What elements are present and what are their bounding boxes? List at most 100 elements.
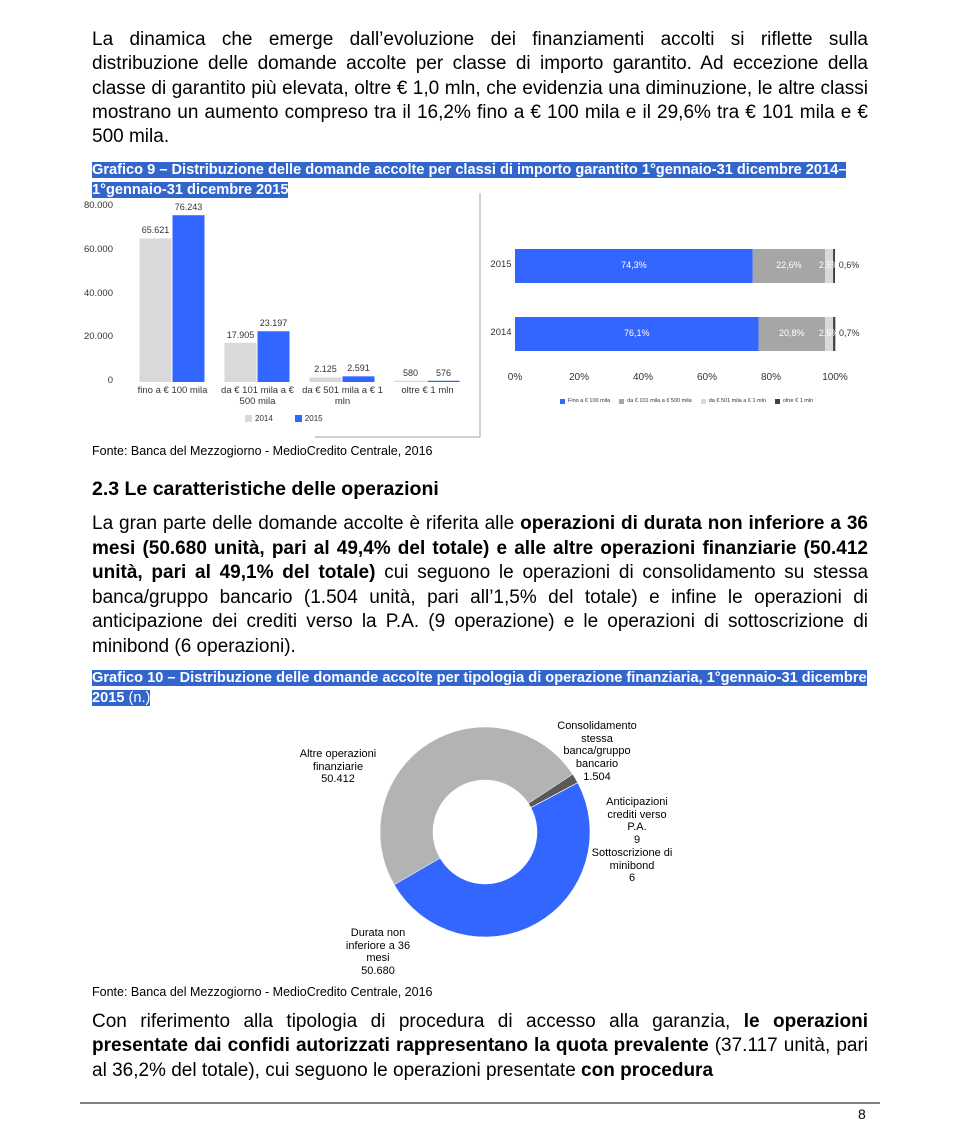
data-label: 2,5%	[818, 260, 840, 270]
data-label: 23.197	[259, 318, 288, 329]
slice-value: 9	[633, 833, 641, 846]
slice-name: Consolidamento stessa banca/gruppo banca…	[557, 720, 637, 770]
data-label: 22,6%	[776, 260, 802, 270]
legend-item: Fino a € 100 mila	[560, 398, 610, 404]
legend-swatch	[700, 398, 706, 404]
legend: Fino a € 100 mila da € 101 mila a € 500 m…	[560, 398, 813, 404]
legend-swatch	[294, 415, 302, 422]
data-label: 76,1%	[623, 328, 650, 338]
text-run: Con riferimento alla tipologia di proced…	[92, 1011, 744, 1032]
slice-name: Sottoscrizione di minibond	[591, 847, 673, 872]
slice-value: 6	[628, 872, 636, 885]
y-tick-label: 2015	[490, 259, 512, 270]
donut-slice	[393, 782, 591, 938]
legend-label: 2015	[304, 414, 323, 423]
text-run: operazioni di durata non inferiore a 36 …	[92, 513, 869, 584]
bar	[394, 380, 427, 382]
x-tick-label: fino a € 100 mila	[137, 385, 208, 396]
bar	[427, 380, 460, 382]
data-label: 2.591	[347, 363, 370, 374]
y-tick-label: 2014	[490, 327, 512, 338]
bar-segment	[515, 317, 759, 351]
slice-label: Altre operazioni finanziarie 50.412	[294, 748, 382, 786]
bar-segment	[752, 249, 826, 283]
y-tick-label: 40.000	[83, 287, 113, 299]
donut-slice	[530, 782, 579, 808]
legend-item: da € 501 mila a € 1 mln	[700, 398, 766, 404]
bar	[139, 238, 172, 382]
bar-segment	[758, 317, 826, 351]
bar-segment	[825, 249, 834, 283]
slice-label: Durata non inferiore a 36 mesi 50.680	[337, 927, 419, 978]
legend-label: oltre € 1 mln	[782, 398, 814, 404]
x-tick-label: 0%	[507, 372, 523, 383]
x-tick-label: 40%	[632, 372, 653, 383]
text-run: La gran parte delle domande accolte è ri…	[92, 513, 521, 534]
x-tick-label: 100%	[822, 372, 848, 383]
body-paragraph: Con riferimento alla tipologia di proced…	[92, 1010, 868, 1083]
bar-segment	[825, 317, 834, 351]
text-run: cui seguono le operazioni di consolidame…	[92, 562, 869, 657]
y-tick-label: 60.000	[83, 243, 113, 255]
slice-name: Anticipazioni crediti verso P.A.	[606, 796, 668, 834]
legend-swatch	[774, 398, 780, 404]
legend-swatch	[619, 398, 625, 404]
legend-swatch	[560, 398, 565, 404]
legend-item: da € 101 mila a € 500 mila	[619, 398, 692, 404]
figure-caption: Grafico 9 – Distribuzione delle domande …	[92, 160, 868, 200]
y-tick-label: 80.000	[83, 200, 113, 211]
section-heading: 2.3 Le caratteristiche delle operazioni	[92, 478, 439, 500]
bar	[172, 215, 205, 382]
text-run: con procedura	[581, 1059, 714, 1081]
text-run: (37.117 unità, pari al 36,2% del totale)…	[92, 1035, 868, 1081]
bar-segment	[515, 249, 753, 283]
data-label: 576	[435, 367, 452, 378]
y-tick-label: 20.000	[83, 331, 113, 343]
caption-unit: (n.)	[128, 690, 151, 706]
legend-item: 2015	[294, 414, 323, 423]
bar	[224, 342, 257, 382]
data-label: 0,7%	[839, 328, 860, 338]
legend-swatch	[245, 415, 252, 422]
legend-label: Fino a € 100 mila	[568, 398, 611, 404]
source-note: Fonte: Banca del Mezzogiorno - MedioCred…	[92, 444, 433, 458]
legend-label: da € 501 mila a € 1 mln	[708, 398, 766, 404]
text-run: La dinamica che emerge dall’evoluzione d…	[92, 29, 868, 148]
caption-unit	[124, 690, 129, 706]
slice-value: 50.412	[321, 773, 355, 786]
bar	[257, 331, 290, 382]
data-label: 2,5%	[818, 328, 840, 338]
figure-caption: Grafico 10 – Distribuzione delle domande…	[92, 668, 868, 708]
y-tick-label: 0	[107, 375, 113, 386]
data-label: 0,6%	[838, 260, 860, 270]
x-tick-label: 60%	[696, 372, 717, 383]
x-tick-label: da € 501 mila a € 1 mln	[302, 385, 383, 407]
x-tick-label: da € 101 mila a € 500 mila	[221, 385, 294, 407]
x-tick-label: oltre € 1 mln	[401, 385, 454, 396]
donut-slice	[379, 726, 574, 886]
bar	[309, 377, 342, 382]
text-run: le operazioni presentate dai confidi aut…	[92, 1011, 868, 1057]
data-label: 74,3%	[621, 260, 647, 270]
data-label: 20,8%	[779, 328, 805, 338]
legend-label: 2014	[255, 414, 273, 423]
data-label: 65.621	[141, 225, 170, 236]
source-note: Fonte: Banca del Mezzogiorno - MedioCred…	[92, 985, 433, 999]
bar	[342, 376, 375, 382]
legend-item: 2014	[245, 414, 273, 423]
legend-item: oltre € 1 mln	[774, 398, 814, 404]
x-tick-label: 20%	[568, 372, 589, 383]
slice-label: Anticipazioni crediti verso P.A. 9	[598, 796, 676, 847]
data-label: 76.243	[174, 202, 203, 213]
slice-label: Sottoscrizione di minibond 6	[586, 847, 678, 885]
page-number: 8	[858, 1106, 866, 1122]
slice-value: 50.680	[361, 964, 395, 977]
slice-label: Consolidamento stessa banca/gruppo banca…	[551, 720, 643, 783]
slice-name: Durata non inferiore a 36 mesi	[345, 927, 411, 965]
caption-text: Grafico 10 – Distribuzione delle domande…	[92, 670, 867, 706]
slice-value: 1.504	[583, 770, 611, 783]
intro-paragraph: La dinamica che emerge dall’evoluzione d…	[92, 28, 868, 149]
